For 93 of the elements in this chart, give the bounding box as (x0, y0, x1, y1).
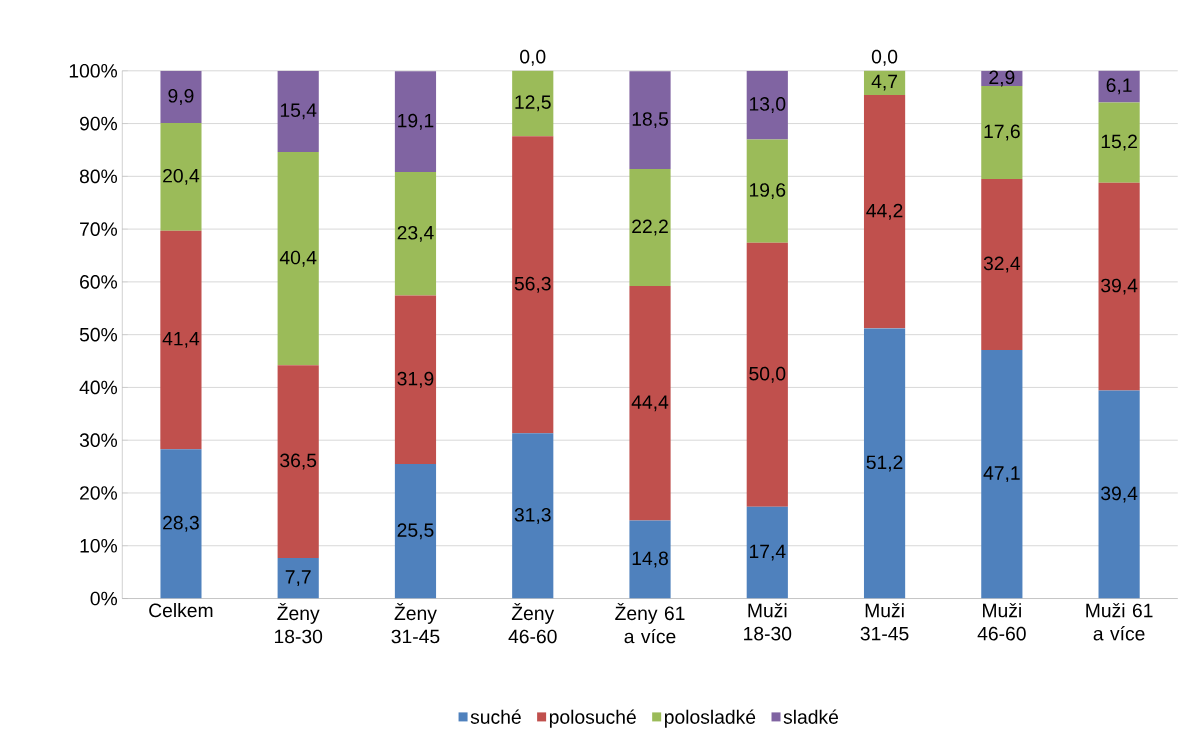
data-label: 44,2 (866, 203, 903, 220)
data-label: 39,4 (1101, 278, 1138, 295)
bar (277, 152, 319, 366)
data-label: 19,1 (398, 113, 434, 130)
y-tick-label: 10% (80, 538, 118, 553)
x-tick-label: Ženy 31-45 (391, 603, 440, 644)
x-tick-label: Muži 18-30 (744, 603, 792, 641)
data-label: 56,3 (514, 276, 551, 293)
x-tick-label: Muži 61 a více (1086, 603, 1153, 641)
data-label: 36,5 (280, 453, 317, 470)
data-label: 15,4 (280, 103, 317, 120)
x-tick-label: Muži 31-45 (860, 603, 909, 641)
data-label: 7,7 (285, 570, 311, 587)
data-label: 20,4 (163, 168, 200, 185)
data-label: 0,0 (520, 49, 546, 66)
bar (160, 122, 202, 231)
data-label: 2,9 (989, 70, 1015, 87)
data-label: 44,4 (631, 395, 669, 412)
data-label: 4,7 (871, 74, 898, 91)
data-label: 50,0 (749, 366, 786, 383)
bar (1098, 70, 1140, 103)
bar (746, 139, 788, 243)
legend-label: polosuché (549, 709, 636, 728)
data-label: 47,1 (983, 466, 1020, 483)
data-label: 14,8 (632, 551, 668, 568)
bar (1098, 102, 1140, 183)
data-label: 40,4 (279, 250, 317, 267)
bar (394, 463, 437, 599)
y-tick-label: 80% (79, 169, 118, 184)
data-label: 12,5 (515, 95, 551, 112)
data-label: 19,6 (749, 183, 786, 200)
data-label: 28,3 (163, 515, 199, 532)
y-tick-label: 50% (79, 327, 118, 342)
y-tick-label: 100% (69, 63, 118, 78)
y-tick-label: 70% (80, 222, 118, 236)
bar (746, 506, 788, 599)
bar (629, 71, 671, 169)
bar (160, 70, 202, 123)
data-label: 17,4 (749, 544, 786, 561)
bar (629, 168, 671, 287)
x-tick-label: Ženy 46-60 (508, 603, 557, 644)
bar (863, 328, 906, 599)
bar (629, 520, 671, 599)
x-tick-label: Celkem (149, 603, 213, 618)
bar (394, 172, 437, 296)
bar (394, 71, 437, 173)
bar (512, 70, 554, 137)
y-tick-label: 40% (79, 380, 118, 395)
data-label: 17,6 (984, 124, 1020, 141)
bar (1098, 390, 1140, 599)
bar (629, 286, 671, 521)
bar (981, 349, 1023, 599)
data-label: 31,3 (514, 507, 551, 524)
data-label: 41,4 (162, 332, 200, 348)
data-label: 31,9 (397, 371, 434, 388)
x-tick-label: Ženy 18-30 (274, 603, 323, 644)
x-tick-label: Ženy 61 a více (615, 603, 685, 644)
y-tick-label: 20% (80, 486, 118, 500)
legend-label: polosladké (665, 709, 756, 728)
bar (981, 178, 1023, 350)
y-tick-label: 60% (80, 275, 118, 289)
legend-label: suché (470, 709, 521, 724)
data-label: 51,2 (866, 455, 903, 472)
bar (863, 95, 906, 329)
bar (981, 86, 1023, 179)
bar (863, 70, 906, 96)
bar (746, 242, 788, 507)
bar (277, 70, 319, 153)
data-label: 6,1 (1106, 78, 1132, 95)
data-label: 22,2 (632, 219, 668, 236)
data-label: 0,0 (871, 49, 898, 66)
legend-label: sladké (783, 709, 839, 724)
y-tick-label: 90% (80, 116, 118, 131)
bar (277, 365, 319, 558)
data-label: 18,5 (632, 112, 668, 129)
data-label: 25,5 (397, 523, 434, 540)
data-label: 32,4 (983, 256, 1021, 273)
bar (394, 295, 437, 464)
bar (277, 557, 319, 599)
bar (160, 449, 202, 599)
data-label: 9,9 (168, 88, 194, 105)
data-label: 39,4 (1101, 486, 1138, 503)
data-label: 15,2 (1101, 134, 1137, 151)
x-tick-label: Muži 46-60 (977, 603, 1026, 641)
data-label: 13,0 (749, 97, 786, 114)
bar (746, 70, 788, 140)
bar (512, 433, 554, 599)
bar (1098, 182, 1140, 391)
data-label: 23,4 (397, 225, 434, 242)
bar (160, 230, 202, 450)
bar (512, 136, 554, 434)
y-tick-label: 0% (90, 591, 118, 606)
y-tick-label: 30% (79, 433, 118, 447)
